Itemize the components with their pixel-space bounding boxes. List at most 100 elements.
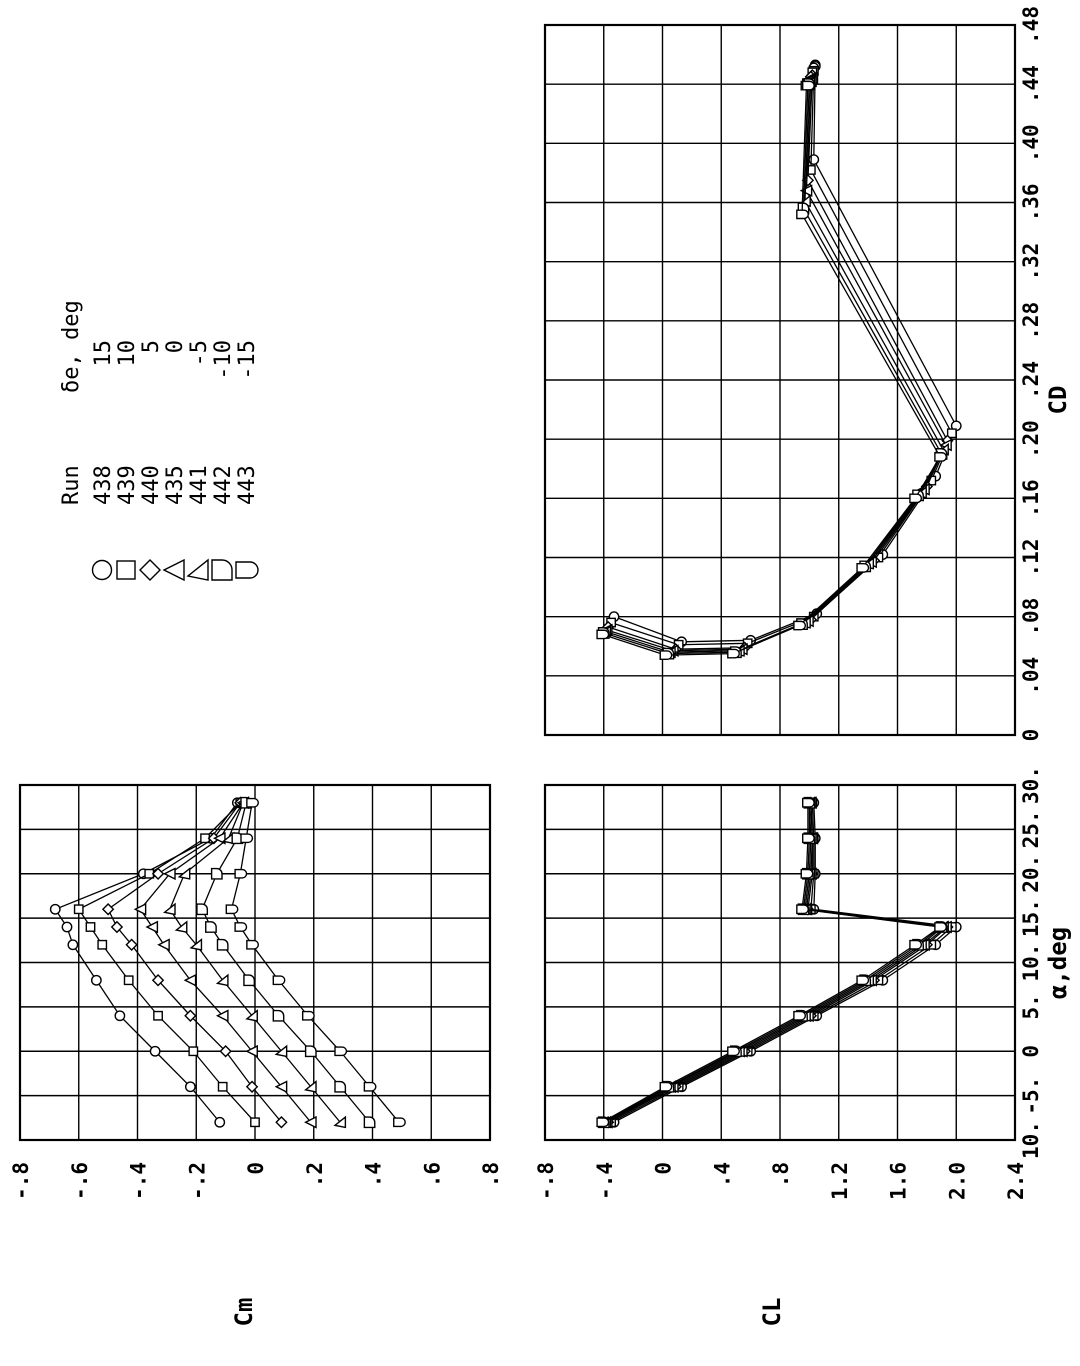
data-point-diamond: [219, 1045, 232, 1058]
series-tri-left: [599, 71, 952, 658]
data-point-d-square: [596, 1117, 610, 1128]
data-point-d-square: [596, 629, 610, 640]
data-point-square: [250, 1117, 260, 1128]
data-point-d-shape: [304, 1045, 317, 1058]
cl-axis-label: CL: [758, 1298, 786, 1327]
legend-deflection: -5: [187, 340, 212, 367]
data-point-d-square: [393, 1117, 406, 1128]
cm-vs-alpha-plot: -.8 -.6 -.4 -.2 0 .2 .4 .6 .8 Cm: [9, 783, 503, 1326]
data-point-tri-left: [274, 1080, 288, 1094]
x-tick-label: 0: [1019, 1045, 1043, 1058]
data-point-d-square: [793, 620, 807, 631]
data-point-circle: [67, 939, 79, 951]
data-point-tri-left: [157, 938, 170, 952]
data-point-circle: [214, 1116, 226, 1128]
x-tick-label: .24: [1019, 361, 1043, 399]
legend-marker-square: [116, 560, 136, 580]
data-point-tri-left: [799, 184, 813, 197]
legend-deflection: -10: [211, 340, 236, 380]
data-point-d-square: [301, 1010, 315, 1021]
series-d-shape: [196, 796, 376, 1129]
data-point-d-square: [363, 1081, 377, 1092]
x-tick-label: .12: [1019, 539, 1043, 577]
legend-marker-tri-right: [186, 558, 209, 581]
data-point-diamond: [101, 903, 115, 916]
legend-deflection: 0: [163, 340, 188, 353]
legend-deflection: -15: [235, 340, 260, 380]
plot-frame: [543, 23, 1017, 737]
y-tick-label: 0: [244, 1162, 268, 1175]
data-point-d-square: [793, 1010, 807, 1021]
data-point-tri-left: [183, 973, 197, 987]
data-point-tri-right: [245, 1009, 258, 1022]
y-tick-label: 0: [652, 1162, 676, 1175]
data-point-d-shape: [216, 938, 229, 951]
data-point-tri-right: [177, 867, 191, 880]
legend-run: 435: [163, 465, 188, 505]
y-tick-label: -.6: [68, 1162, 92, 1200]
series-line: [607, 73, 949, 650]
plot-frame: [18, 783, 492, 1142]
x-tick-label: .08: [1019, 598, 1043, 636]
data-point-circle: [149, 1045, 161, 1057]
data-point-d-square: [802, 797, 815, 808]
data-point-circle: [49, 903, 61, 915]
x-tick-label: 10.: [1019, 1121, 1043, 1159]
data-point-d-shape: [272, 1009, 285, 1022]
y-tick-label: -.4: [593, 1162, 617, 1200]
cl-vs-alpha-plot: -.8 -.4 0 .4 .8 1.2 1.6 2.0 2.4 10. -5. 0 5. 10. 15. 20…: [534, 766, 1072, 1326]
data-point-tri-left: [215, 1009, 229, 1023]
data-point-square: [123, 975, 134, 986]
data-point-d-square: [272, 975, 286, 986]
legend-marker-tri-left: [162, 558, 185, 582]
data-point-d-shape: [196, 903, 209, 916]
legend-run: 442: [211, 465, 236, 505]
data-point-d-square: [856, 562, 870, 573]
series-tri-right: [598, 74, 949, 659]
x-tick-label: 15.: [1019, 899, 1043, 937]
data-point-tri-right: [174, 920, 188, 934]
data-point-square: [217, 1081, 228, 1092]
x-tick-label: .48: [1019, 6, 1043, 44]
x-tick-label: 20.: [1019, 855, 1043, 893]
data-point-diamond: [110, 920, 124, 934]
y-tick-label: .2: [303, 1162, 327, 1187]
data-point-d-square: [659, 1081, 673, 1092]
legend-marker-d-shape: [211, 559, 233, 581]
data-point-square: [946, 428, 957, 439]
legend-marker-diamond: [139, 559, 161, 581]
data-point-tri-left: [245, 1044, 258, 1058]
series-line: [603, 83, 943, 655]
legend-deflection: 10: [115, 340, 140, 367]
legend-run: 438: [91, 465, 116, 505]
y-tick-label: .4: [710, 1162, 734, 1187]
y-tick-label: .8: [769, 1162, 793, 1187]
data-point-d-square: [246, 797, 259, 808]
data-point-square: [188, 1046, 199, 1057]
alpha-axis-label: α,deg: [1044, 927, 1072, 999]
data-point-d-square: [727, 1046, 740, 1057]
legend-marker-circle: [91, 559, 113, 581]
data-point-d-square: [909, 493, 923, 504]
data-point-d-square: [796, 904, 809, 915]
data-point-square: [73, 904, 84, 915]
data-point-tri-left: [133, 902, 147, 916]
legend-run: 439: [115, 465, 140, 505]
data-point-d-square: [234, 922, 248, 932]
legend-marker-d-square: [235, 561, 259, 579]
legend-run: 440: [139, 465, 164, 505]
x-tick-label: .20: [1019, 420, 1043, 458]
y-tick-label: .8: [479, 1162, 503, 1187]
data-point-diamond: [275, 1116, 288, 1129]
y-tick-label: -.2: [185, 1162, 209, 1200]
data-point-square: [153, 1010, 163, 1021]
data-point-d-square: [240, 833, 254, 844]
data-point-diamond: [245, 1080, 259, 1093]
data-point-square: [85, 922, 96, 932]
data-point-d-shape: [243, 974, 256, 987]
x-tick-label: .44: [1019, 65, 1043, 103]
data-point-d-square: [934, 452, 948, 462]
x-tick-label: 25.: [1019, 810, 1043, 848]
data-point-d-square: [802, 833, 815, 844]
data-point-d-square: [246, 939, 259, 950]
